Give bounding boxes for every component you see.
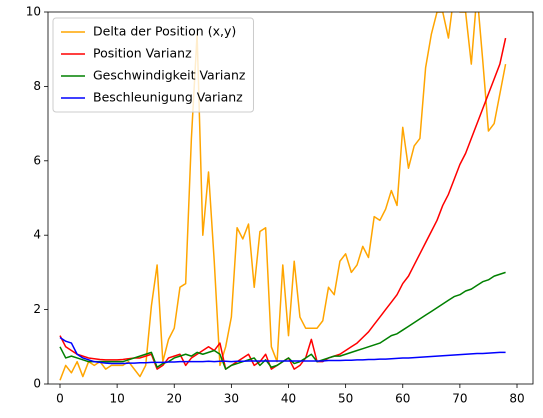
series-line: [59, 336, 506, 365]
x-tick-label: 40: [281, 392, 296, 406]
x-tick-label: 10: [109, 392, 124, 406]
legend-box: [52, 17, 254, 113]
x-tick-label: 30: [224, 392, 239, 406]
x-tick-label: 60: [395, 392, 410, 406]
legend-label: Beschleunigung Varianz: [93, 90, 243, 105]
x-tick-label: 50: [338, 392, 353, 406]
y-tick-label: 0: [33, 377, 41, 391]
x-tick-label: 80: [509, 392, 524, 406]
y-tick-label: 2: [33, 302, 41, 316]
legend-label: Delta der Position (x,y): [93, 24, 236, 39]
legend-label: Position Varianz: [93, 46, 192, 61]
plot-lines: [59, 12, 507, 381]
x-tick-label: 20: [167, 392, 182, 406]
y-tick-label: 10: [26, 5, 41, 19]
series-line: [59, 271, 506, 370]
y-tick-label: 6: [33, 153, 41, 167]
series-line: [59, 12, 507, 381]
y-tick-label: 4: [33, 228, 41, 242]
x-tick-label: 0: [56, 392, 64, 406]
legend-label: Geschwindigkeit Varianz: [93, 68, 246, 83]
plot-frame: [47, 11, 534, 385]
x-tick-label: 70: [452, 392, 467, 406]
y-tick-label: 8: [33, 79, 41, 93]
legend: Delta der Position (x,y) Position Varianz…: [52, 17, 254, 113]
